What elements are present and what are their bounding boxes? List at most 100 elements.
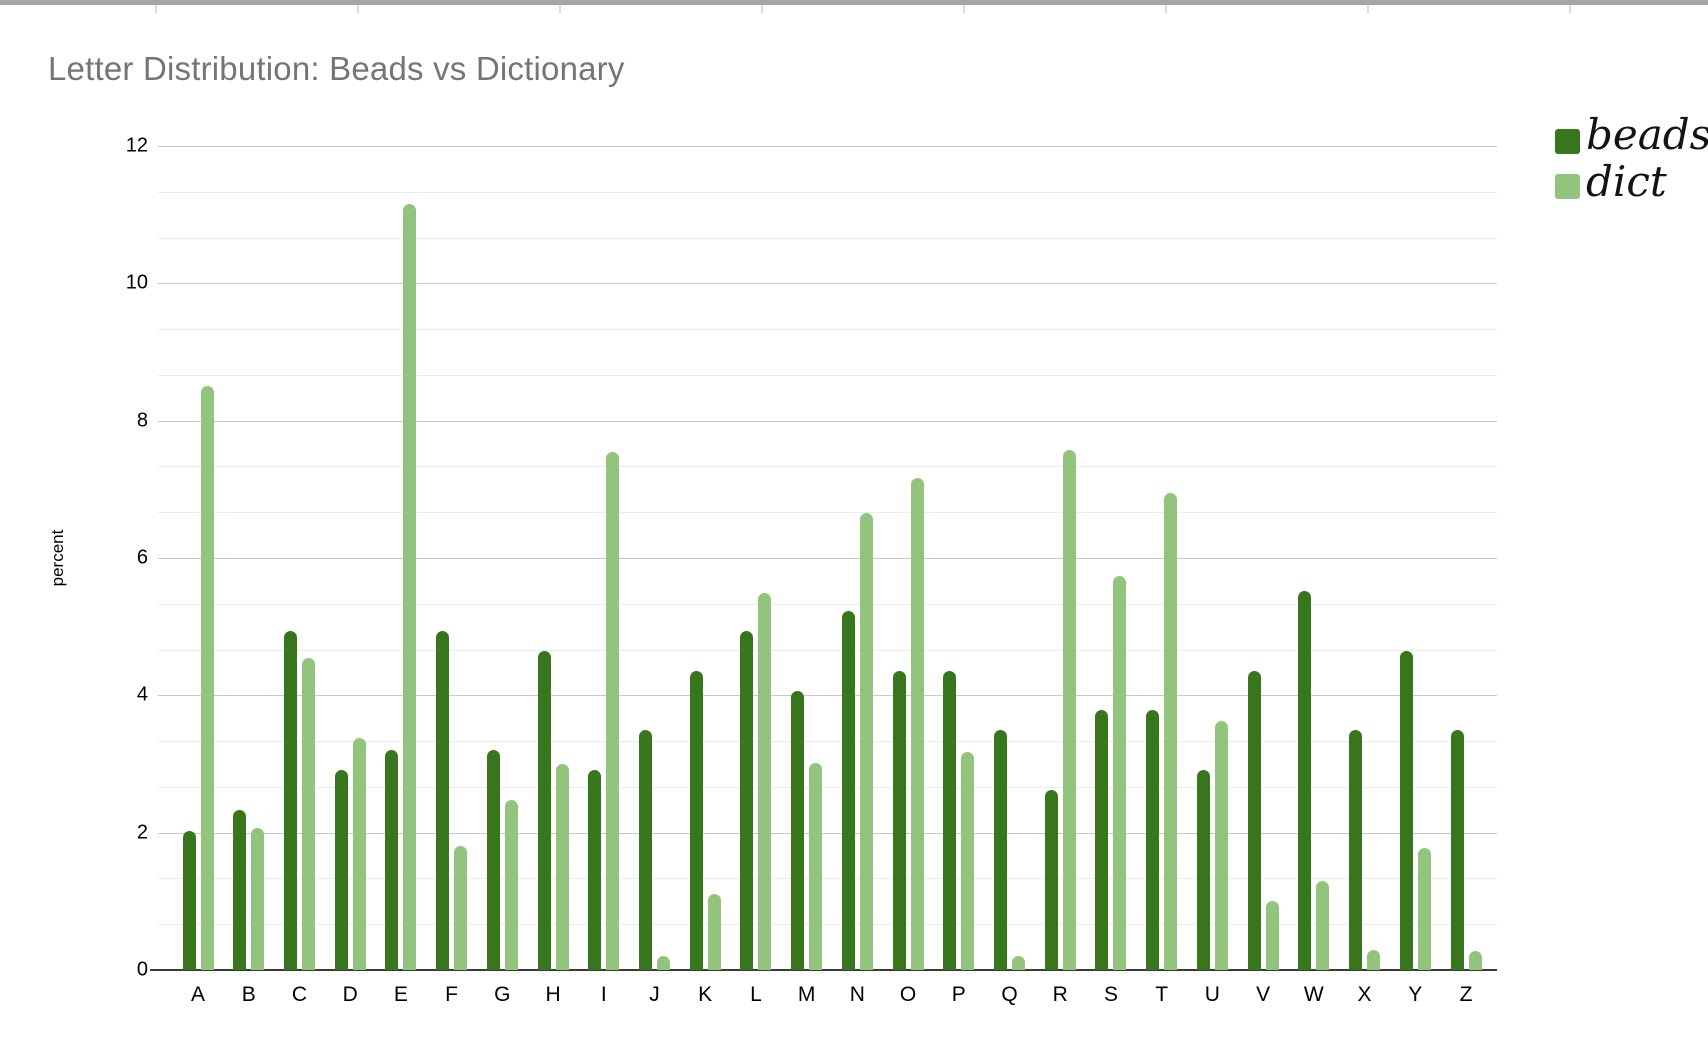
bar-beads-H [537,650,551,970]
bar-dict-Q [1012,956,1026,970]
bar-beads-U [1196,770,1210,970]
x-tick-label-I: I [600,983,607,1006]
bar-dict-X [1367,950,1381,970]
y-tick-label-10: 10 [125,271,148,294]
bar-beads-I [588,770,602,970]
gridline-minor [158,374,1497,376]
y-tick-label-0: 0 [136,958,148,981]
x-tick-label-M: M [797,983,816,1006]
gridline-minor [158,329,1497,331]
gridline-minor [158,741,1497,743]
column-divider-tick [155,5,157,13]
bar-beads-B [233,810,247,970]
gridline-minor [158,786,1497,788]
bar-dict-F [454,845,468,970]
column-divider-tick [1165,5,1167,13]
gridline-minor [158,466,1497,468]
x-tick-label-O: O [899,983,917,1006]
legend-swatch-dict [1555,174,1580,199]
bar-beads-X [1349,730,1363,970]
column-divider-tick [1569,5,1571,13]
x-tick-label-P: P [951,983,966,1006]
x-tick-label-V: V [1256,983,1271,1006]
bar-dict-Z [1468,951,1482,970]
x-tick-label-K: K [698,983,713,1006]
bar-dict-W [1316,881,1330,970]
bar-beads-J [638,730,652,970]
bar-dict-U [1214,720,1228,970]
bar-dict-H [555,764,569,970]
column-divider-tick [357,5,359,13]
x-tick-label-A: A [190,983,205,1006]
bar-dict-E [403,203,417,970]
x-tick-label-L: L [750,983,762,1006]
bar-dict-D [352,737,366,970]
column-divider-tick [559,5,561,13]
bar-dict-Y [1417,847,1431,970]
legend-label-dict: dict [1586,157,1667,206]
x-tick-label-N: N [849,983,865,1006]
gridline-minor [158,924,1497,926]
bar-beads-O [892,670,906,970]
bar-dict-A [200,386,214,970]
gridline-minor [158,191,1497,193]
gridline-major-10 [158,283,1497,285]
x-tick-label-J: J [649,983,660,1006]
bar-beads-A [182,830,196,970]
bar-dict-M [809,763,823,970]
bar-beads-V [1247,670,1261,970]
x-tick-label-Z: Z [1459,983,1473,1006]
bar-dict-R [1062,449,1076,970]
bar-dict-N [859,513,873,970]
x-tick-label-E: E [393,983,408,1006]
bar-beads-G [486,750,500,970]
legend-label-beads: beads [1586,110,1708,159]
gridline-minor [158,603,1497,605]
bar-beads-C [283,630,297,970]
gridline-minor [158,237,1497,239]
bar-dict-C [301,658,315,970]
y-axis-title: percent [48,529,67,587]
bar-dict-V [1265,900,1279,970]
bar-dict-B [251,827,265,970]
legend-swatch-beads [1555,129,1580,154]
x-tick-label-F: F [445,983,458,1006]
bar-dict-I [606,452,620,970]
bar-beads-Z [1450,730,1464,970]
column-divider-tick [1367,5,1369,13]
bar-beads-N [841,610,855,970]
bar-dict-S [1113,575,1127,970]
column-divider-tick [963,5,965,13]
bar-dict-T [1164,492,1178,970]
y-tick-label-8: 8 [136,409,148,432]
y-tick-label-6: 6 [136,546,148,569]
x-tick-label-W: W [1303,983,1324,1006]
y-tick-label-12: 12 [125,134,148,157]
gridline-major-4 [158,695,1497,697]
gridline-major-2 [158,832,1497,834]
x-axis-baseline [150,969,1497,971]
bar-beads-P [943,670,957,970]
gridline-minor [158,512,1497,514]
gridline-major-12 [158,146,1497,147]
bar-beads-M [791,690,805,970]
bar-beads-L [740,630,754,970]
x-tick-label-X: X [1357,983,1372,1006]
x-tick-label-Y: Y [1408,983,1423,1006]
y-tick-label-2: 2 [136,821,148,844]
column-divider-tick [761,5,763,13]
gridline-minor [158,649,1497,651]
x-tick-label-H: H [545,983,561,1006]
bar-dict-L [758,593,772,970]
gridline-major-8 [158,420,1497,422]
gridline-minor [158,878,1497,880]
bar-dict-J [656,956,670,970]
y-tick-label-4: 4 [136,683,148,706]
x-tick-label-G: G [494,983,511,1006]
chart-title: Letter Distribution: Beads vs Dictionary [48,50,625,87]
x-tick-label-R: R [1052,983,1068,1006]
bar-beads-Y [1399,650,1413,970]
bar-beads-F [436,630,450,970]
bar-beads-E [385,750,399,970]
